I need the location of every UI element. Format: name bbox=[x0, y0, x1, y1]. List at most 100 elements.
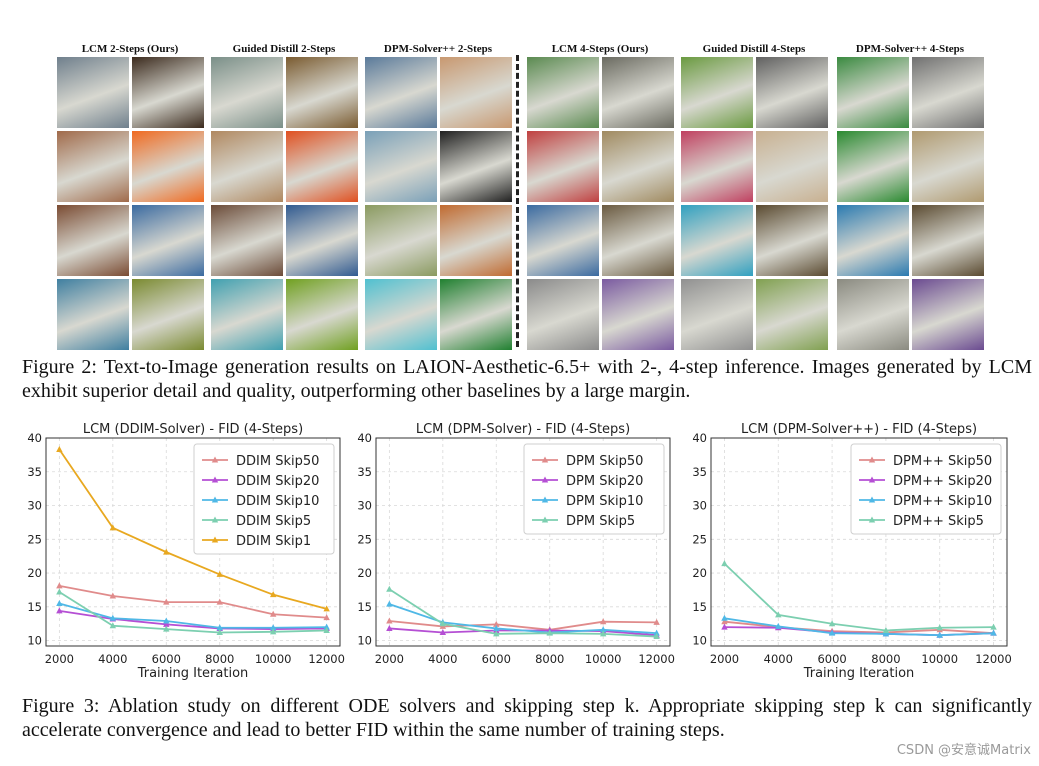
legend-marker bbox=[541, 476, 549, 483]
data-point bbox=[163, 620, 170, 627]
x-tick-label: 2000 bbox=[375, 652, 404, 666]
x-tick-label: 12000 bbox=[975, 652, 1012, 666]
group-title-lcm-4: LCM 4-Steps (Ours) bbox=[551, 43, 649, 55]
x-tick-label: 6000 bbox=[482, 652, 511, 666]
group-title-dpm-4: DPM-Solver++ 4-Steps bbox=[855, 43, 965, 55]
generated-image bbox=[211, 279, 283, 350]
generated-image bbox=[286, 205, 358, 276]
legend-box bbox=[193, 443, 335, 555]
legend-label: DDIM Skip50 bbox=[236, 454, 319, 469]
generated-image bbox=[756, 279, 828, 350]
generated-image bbox=[365, 57, 437, 128]
x-tick-label: 8000 bbox=[205, 652, 234, 666]
chart-dpm-solver-pp: LCM (DPM-Solver++) - FID (4-Steps) 10 15 20… bbox=[683, 420, 1023, 687]
y-tick-label: 40 bbox=[27, 431, 42, 445]
data-point bbox=[990, 629, 997, 636]
figure-2-caption: Figure 2: Text-to-Image generation resul… bbox=[22, 356, 1032, 402]
data-point bbox=[269, 591, 277, 598]
series-line bbox=[389, 603, 657, 635]
data-point bbox=[775, 622, 782, 629]
x-tick-label: 2000 bbox=[710, 652, 739, 666]
generated-image bbox=[602, 279, 674, 350]
chart-dpm-solver: LCM (DPM-Solver) - FID (4-Steps) 10 15 20 25… bbox=[350, 420, 680, 687]
data-point bbox=[653, 629, 660, 636]
generated-image bbox=[602, 205, 674, 276]
data-point bbox=[323, 605, 330, 612]
data-point bbox=[721, 614, 728, 621]
data-point bbox=[163, 625, 170, 632]
data-point bbox=[653, 633, 660, 640]
plot-frame bbox=[45, 437, 341, 647]
generated-image bbox=[837, 279, 909, 350]
y-tick-label: 10 bbox=[27, 634, 42, 648]
y-tick-label: 20 bbox=[27, 566, 42, 580]
generated-image bbox=[57, 279, 129, 350]
legend-marker bbox=[541, 496, 549, 503]
legend-label: DDIM Skip5 bbox=[236, 514, 311, 529]
y-tick-label: 25 bbox=[357, 532, 372, 546]
data-point bbox=[936, 624, 943, 631]
y-tick-label: 15 bbox=[692, 600, 707, 614]
data-point bbox=[882, 630, 890, 637]
generated-image bbox=[132, 205, 204, 276]
data-point bbox=[775, 611, 782, 618]
generated-image bbox=[211, 131, 283, 202]
plot-frame bbox=[710, 437, 1008, 647]
generated-image bbox=[602, 57, 674, 128]
data-point bbox=[109, 614, 117, 621]
chart-title: LCM (DDIM-Solver) - FID (4-Steps) bbox=[83, 422, 303, 437]
data-point bbox=[493, 624, 500, 631]
legend-label: DPM++ Skip5 bbox=[893, 514, 984, 529]
y-tick-label: 15 bbox=[27, 600, 42, 614]
generated-image bbox=[527, 205, 599, 276]
chart-ddim-solver: LCM (DDIM-Solver) - FID (4-Steps) 10 15 20 2… bbox=[20, 420, 350, 687]
generated-image bbox=[286, 131, 358, 202]
legend-marker bbox=[211, 536, 219, 543]
generated-image bbox=[440, 131, 512, 202]
legend-label: DPM++ Skip10 bbox=[893, 494, 992, 509]
generated-image bbox=[365, 279, 437, 350]
legend-marker bbox=[868, 476, 876, 483]
x-tick-label: 6000 bbox=[152, 652, 181, 666]
generated-image bbox=[527, 57, 599, 128]
group-title-dpm-2: DPM-Solver++ 2-Steps bbox=[383, 43, 493, 55]
y-tick-label: 20 bbox=[692, 566, 707, 580]
x-axis-label: Training Iteration bbox=[803, 666, 915, 681]
y-tick-label: 15 bbox=[357, 600, 372, 614]
legend-label: DPM++ Skip50 bbox=[893, 454, 992, 469]
y-tick-label: 25 bbox=[27, 532, 42, 546]
y-tick-label: 10 bbox=[357, 634, 372, 648]
generated-image bbox=[440, 279, 512, 350]
data-point bbox=[216, 598, 223, 605]
x-tick-label: 4000 bbox=[764, 652, 793, 666]
data-point bbox=[109, 524, 117, 531]
series-line bbox=[723, 562, 994, 632]
series-line bbox=[388, 588, 657, 638]
data-point bbox=[721, 623, 728, 630]
chart-ddim-svg: LCM (DDIM-Solver) - FID (4-Steps) 10 15 20 2… bbox=[27, 422, 345, 681]
generated-image bbox=[527, 279, 599, 350]
data-point bbox=[936, 631, 943, 638]
y-tick-label: 30 bbox=[357, 499, 372, 513]
generated-image bbox=[57, 57, 129, 128]
generated-image bbox=[132, 57, 204, 128]
chart-dpm-svg: LCM (DPM-Solver) - FID (4-Steps) 10 15 20 25… bbox=[357, 422, 675, 666]
data-point bbox=[269, 610, 277, 617]
data-point bbox=[721, 618, 728, 625]
legend-label: DDIM Skip20 bbox=[236, 474, 319, 489]
group-title-guided-4: Guided Distill 4-Steps bbox=[702, 43, 806, 55]
generated-image bbox=[440, 57, 512, 128]
data-point bbox=[163, 548, 170, 555]
generated-image bbox=[211, 57, 283, 128]
y-tick-label: 10 bbox=[692, 634, 707, 648]
data-point bbox=[56, 582, 63, 589]
generated-image bbox=[912, 279, 984, 350]
legend-label: DPM Skip50 bbox=[566, 454, 643, 469]
series-line bbox=[724, 617, 994, 637]
y-tick-label: 40 bbox=[692, 431, 707, 445]
data-point bbox=[599, 618, 607, 625]
data-point bbox=[56, 599, 63, 606]
data-point bbox=[323, 626, 330, 633]
generated-image bbox=[837, 131, 909, 202]
x-tick-label: 8000 bbox=[535, 652, 564, 666]
